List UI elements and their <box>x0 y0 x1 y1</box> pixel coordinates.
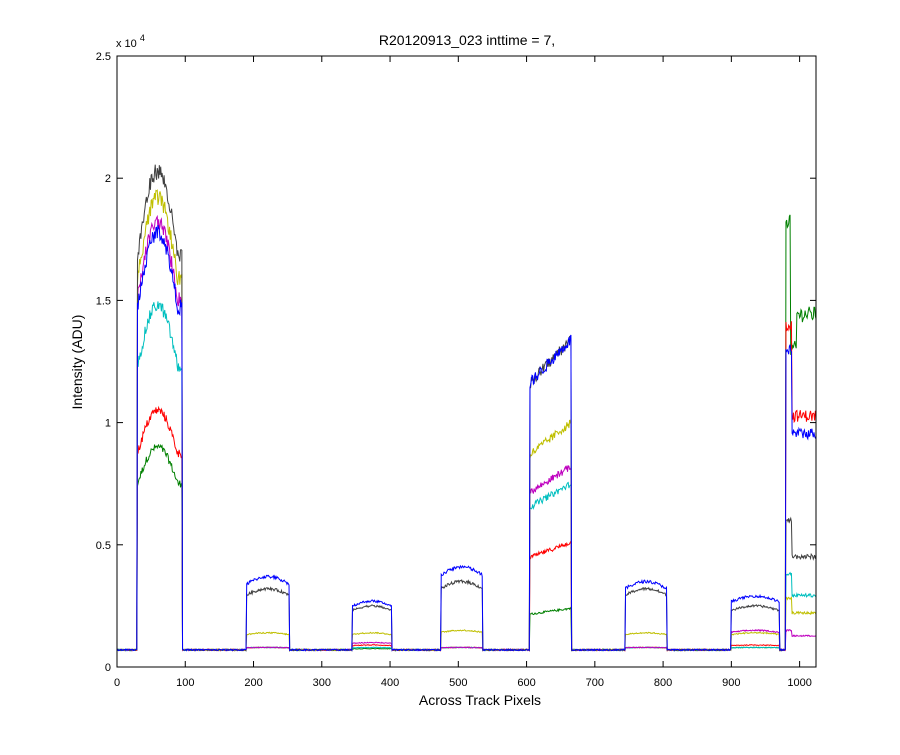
series-line-red <box>117 321 816 652</box>
chart-title: R20120913_023 inttime = 7, <box>379 32 555 48</box>
y-exponent-base: x 10 <box>116 38 137 50</box>
x-tick-label: 200 <box>244 677 262 689</box>
y-tick-label: 0 <box>105 662 111 674</box>
axes-layer: 0 100 200 300 400 500 600 700 800 900 1000 0 0.5 1 1.5… <box>96 51 817 689</box>
series-line-blue <box>117 224 816 652</box>
plot-frame <box>116 55 817 668</box>
y-exponent-label: x 10 4 <box>116 33 145 50</box>
y-tick-label: 0.5 <box>96 540 111 552</box>
y-tick-label: 1 <box>105 418 111 430</box>
series-line-black <box>117 164 816 652</box>
x-tick-label: 100 <box>176 677 194 689</box>
x-tick-label: 900 <box>722 677 740 689</box>
y-tick-label: 2 <box>105 173 111 185</box>
y-exponent-power: 4 <box>140 33 145 43</box>
x-tick-label: 1000 <box>787 677 811 689</box>
series-layer <box>117 164 816 653</box>
series-line-cyan <box>117 301 816 652</box>
y-tick-label: 1.5 <box>96 295 111 307</box>
series-line-green <box>117 214 816 652</box>
x-tick-label: 800 <box>654 677 672 689</box>
series-line-magenta <box>117 214 816 652</box>
x-tick-label: 400 <box>381 677 399 689</box>
y-tick-label: 2.5 <box>96 51 111 63</box>
x-tick-label: 500 <box>449 677 467 689</box>
x-tick-label: 0 <box>114 677 120 689</box>
x-tick-label: 300 <box>313 677 331 689</box>
y-axis-label: Intensity (ADU) <box>69 315 85 410</box>
x-tick-label: 700 <box>586 677 604 689</box>
x-tick-label: 600 <box>517 677 535 689</box>
x-axis-label: Across Track Pixels <box>419 692 541 708</box>
